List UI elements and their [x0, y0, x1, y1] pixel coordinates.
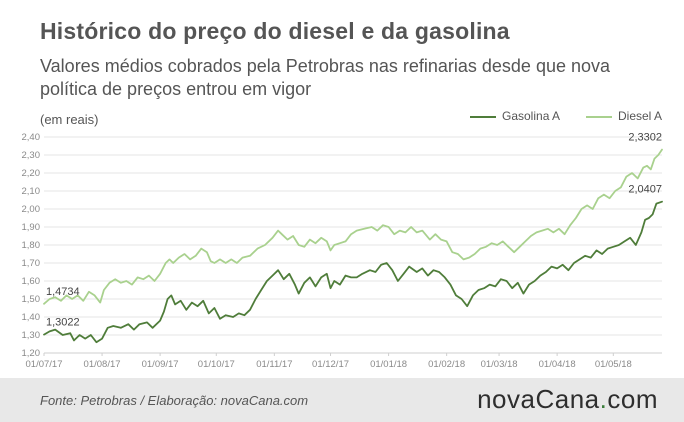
x-tick-label: 01/08/17: [84, 359, 121, 370]
y-tick-label: 1,40: [22, 312, 41, 323]
data-label: 1,4734: [46, 286, 80, 298]
y-tick-label: 1,60: [22, 276, 41, 287]
series-line-diesel: [43, 148, 663, 305]
series-line-gasolina: [43, 200, 663, 344]
data-label: 2,3302: [628, 132, 662, 144]
legend-swatch-gasolina: [470, 116, 496, 118]
x-tick-label: 01/05/18: [595, 359, 632, 370]
chart-subtitle: Valores médios cobrados pela Petrobras n…: [40, 56, 611, 99]
logo-tld: com: [607, 384, 658, 414]
legend-swatch-diesel: [586, 116, 612, 118]
y-tick-label: 2,30: [22, 150, 41, 161]
x-tick-label: 01/04/18: [539, 359, 576, 370]
x-tick-label: 01/10/17: [198, 359, 235, 370]
y-tick-label: 1,30: [22, 330, 41, 341]
x-tick-label: 01/03/18: [481, 359, 518, 370]
x-tick-label: 01/12/17: [312, 359, 349, 370]
footer-bar: Fonte: Petrobras / Elaboração: novaCana.…: [0, 378, 684, 422]
source-text: Fonte: Petrobras / Elaboração: novaCana.…: [40, 393, 309, 408]
y-tick-label: 1,20: [22, 348, 41, 359]
y-tick-label: 1,80: [22, 240, 41, 251]
x-tick-label: 01/11/17: [256, 359, 292, 370]
y-tick-label: 1,70: [22, 258, 41, 269]
x-tick-label: 01/01/18: [370, 359, 407, 370]
logo-dot: .: [599, 384, 608, 414]
legend-label-diesel: Diesel A: [618, 109, 663, 123]
x-tick-label: 01/09/17: [142, 359, 179, 370]
x-tick-label: 01/07/17: [26, 359, 63, 370]
y-tick-label: 2,40: [22, 132, 41, 143]
chart-title: Histórico do preço do diesel e da gasoli…: [40, 18, 510, 44]
y-tick-label: 1,50: [22, 294, 41, 305]
y-tick-label: 2,10: [22, 186, 41, 197]
legend-label-gasolina: Gasolina A: [502, 109, 561, 123]
unit-label: (em reais): [40, 112, 99, 127]
y-tick-label: 2,20: [22, 168, 41, 179]
line-chart: 1,20 1,30 1,40 1,50 1,60 1,70 1,80 1,90 2,00 2,10…: [22, 132, 663, 370]
data-label: 1,3022: [46, 317, 80, 329]
data-label: 2,0407: [628, 184, 662, 196]
logo-main: novaCana: [477, 384, 600, 414]
y-tick-label: 2,00: [22, 204, 41, 215]
novacana-logo: novaCana.com: [477, 384, 658, 415]
x-tick-label: 01/02/18: [428, 359, 465, 370]
y-tick-label: 1,90: [22, 222, 41, 233]
